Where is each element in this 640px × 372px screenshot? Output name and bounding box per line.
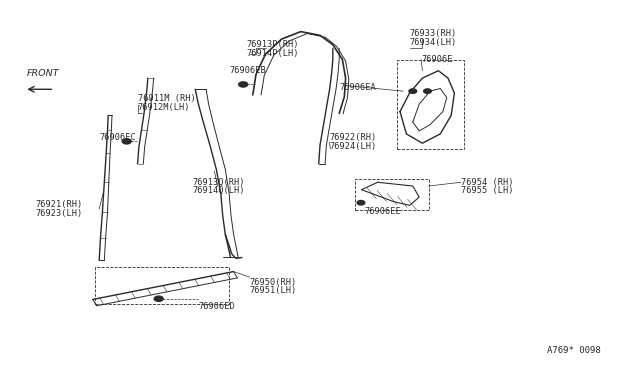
Text: 76922(RH): 76922(RH) [330, 133, 377, 142]
Circle shape [357, 201, 365, 205]
Circle shape [154, 296, 163, 301]
Text: 76913P(RH): 76913P(RH) [246, 40, 299, 49]
Circle shape [409, 89, 417, 93]
Text: 76933(RH): 76933(RH) [410, 29, 457, 38]
Text: FRONT: FRONT [27, 69, 60, 78]
Text: 76950(RH): 76950(RH) [250, 278, 297, 287]
Text: 76913Q(RH): 76913Q(RH) [192, 178, 244, 187]
Text: 76906ED: 76906ED [198, 302, 235, 311]
Text: 76921(RH): 76921(RH) [35, 200, 83, 209]
Text: 76914Q(LH): 76914Q(LH) [192, 186, 244, 195]
Text: 76955 (LH): 76955 (LH) [461, 186, 513, 195]
Text: 76906E: 76906E [421, 55, 452, 64]
Text: 76906EA: 76906EA [339, 83, 376, 92]
Bar [355, 179, 429, 210]
Text: 76954 (RH): 76954 (RH) [461, 178, 513, 187]
Text: 76906EB: 76906EB [229, 66, 266, 75]
Circle shape [239, 82, 248, 87]
Text: 76911M (RH): 76911M (RH) [138, 94, 195, 103]
Text: 76906EE: 76906EE [365, 207, 401, 216]
Text: 76951(LH): 76951(LH) [250, 286, 297, 295]
Text: 76906EC: 76906EC [99, 133, 136, 142]
Circle shape [122, 139, 131, 144]
Text: 76924(LH): 76924(LH) [330, 142, 377, 151]
Circle shape [424, 89, 431, 93]
Text: 76923(LH): 76923(LH) [35, 209, 83, 218]
Text: 76934(LH): 76934(LH) [410, 38, 457, 46]
Text: 76914P(LH): 76914P(LH) [246, 49, 299, 58]
Bar [397, 60, 464, 149]
Text: 76912M(LH): 76912M(LH) [138, 103, 190, 112]
Text: A769* 0098: A769* 0098 [547, 346, 601, 355]
